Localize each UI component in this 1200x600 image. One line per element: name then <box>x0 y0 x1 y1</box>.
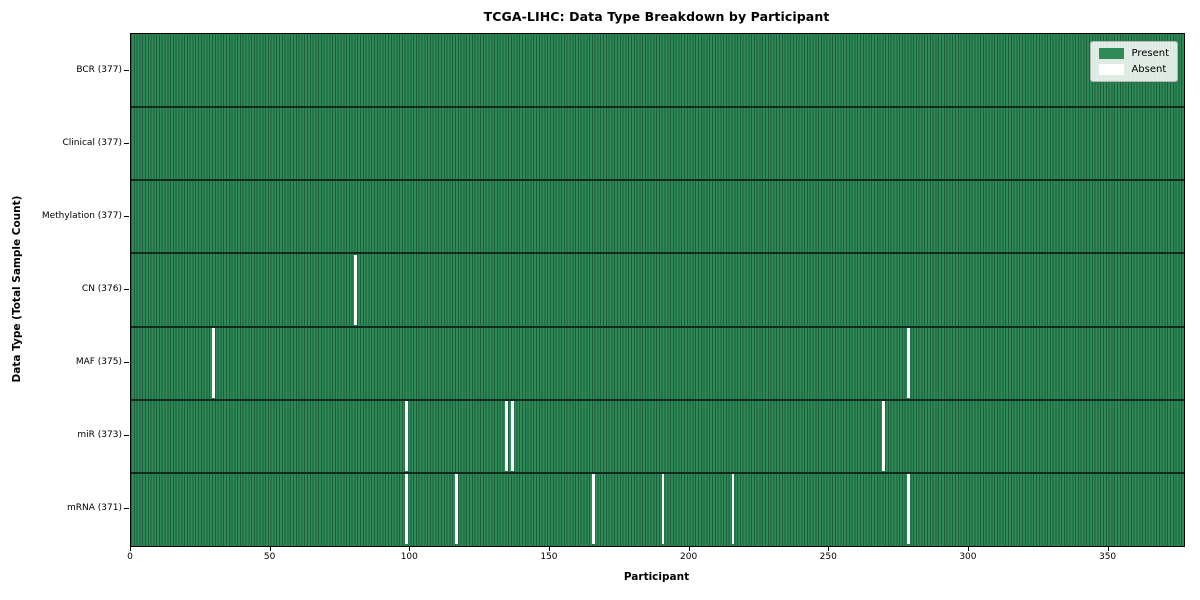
y-tick-mark <box>124 215 129 217</box>
absent-bar <box>455 474 458 545</box>
x-tick-label: 300 <box>959 552 977 562</box>
row-separator <box>131 106 1184 109</box>
x-tick-mark <box>409 546 411 551</box>
y-tick-label: miR (373) <box>77 430 122 441</box>
y-tick-mark <box>124 142 129 144</box>
absent-bar <box>907 328 911 399</box>
legend-item: Absent <box>1099 64 1169 75</box>
absent-bar <box>661 474 665 545</box>
absent-bar <box>510 401 514 472</box>
chart-title: TCGA-LIHC: Data Type Breakdown by Partic… <box>483 9 830 24</box>
x-tick-mark <box>688 546 690 551</box>
absent-bar <box>404 401 408 472</box>
y-tick-mark <box>124 362 129 364</box>
absent-bar <box>591 474 595 545</box>
plot-area: Present Absent <box>130 33 1185 547</box>
x-tick-label: 0 <box>127 552 133 562</box>
y-tick-mark <box>124 289 129 290</box>
y-tick-mark <box>124 435 129 437</box>
absent-bar <box>404 474 408 545</box>
row-separator <box>131 471 1184 474</box>
y-tick-mark <box>124 508 129 510</box>
legend-swatch-absent <box>1099 64 1125 75</box>
legend-label: Absent <box>1131 64 1167 75</box>
x-tick-label: 250 <box>819 552 837 562</box>
x-tick-label: 200 <box>680 552 698 562</box>
x-tick-mark <box>548 546 550 551</box>
x-tick-label: 100 <box>400 552 418 562</box>
y-tick-label: MAF (375) <box>75 357 122 368</box>
legend-item: Present <box>1099 48 1169 59</box>
absent-bar <box>731 474 735 545</box>
y-tick-label: BCR (377) <box>76 64 122 75</box>
x-tick-mark <box>967 546 969 551</box>
y-tick-label: Methylation (377) <box>41 210 122 221</box>
y-tick-label: CN (376) <box>81 284 122 294</box>
y-axis-title: Data Type (Total Sample Count) <box>11 195 23 383</box>
absent-bar <box>212 328 215 399</box>
legend-label: Present <box>1131 48 1169 59</box>
row-separator <box>131 398 1184 401</box>
x-tick-label: 350 <box>1098 552 1117 562</box>
x-tick-mark <box>269 546 271 551</box>
y-tick-label: Clinical (377) <box>62 137 122 148</box>
x-tick-label: 150 <box>540 552 558 562</box>
x-tick-mark <box>130 546 131 551</box>
row-separator <box>131 252 1184 255</box>
absent-bar <box>882 401 886 472</box>
absent-bar <box>907 474 911 545</box>
y-tick-mark <box>124 69 129 71</box>
legend: Present Absent <box>1090 41 1178 82</box>
y-tick-label: mRNA (371) <box>67 503 122 514</box>
row-separator <box>131 179 1184 182</box>
row-separator <box>131 325 1184 328</box>
legend-swatch-present <box>1099 48 1125 59</box>
absent-bar <box>505 401 509 472</box>
x-tick-label: 50 <box>263 552 276 562</box>
x-tick-mark <box>1107 546 1109 551</box>
x-axis-title: Participant <box>623 571 690 583</box>
x-tick-mark <box>828 546 830 551</box>
absent-bar <box>354 254 358 326</box>
